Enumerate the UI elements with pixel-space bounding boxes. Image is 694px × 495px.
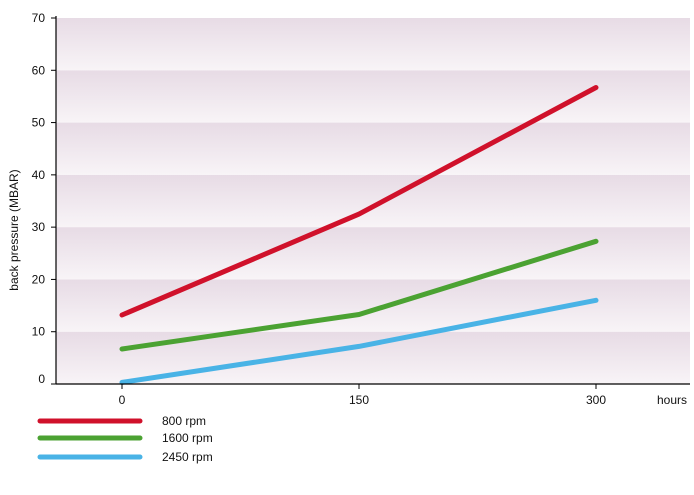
plot-background (56, 18, 690, 384)
y-tick-label: 0 (38, 372, 45, 386)
axes (55, 16, 690, 385)
x-axis-ticks: 0 150 300 (119, 384, 606, 407)
y-tick-label: 20 (32, 272, 46, 286)
x-tick-label: 300 (586, 393, 606, 407)
grid-band (56, 227, 690, 280)
x-axis-label: hours (657, 393, 687, 407)
grid-band (56, 174, 690, 228)
y-tick-label: 40 (32, 168, 46, 182)
series-line (119, 238, 599, 352)
y-axis-ticks: 0 10 20 30 40 50 60 70 (32, 11, 56, 386)
grid-band (56, 70, 690, 123)
legend-label: 1600 rpm (162, 431, 213, 445)
legend-label: 800 rpm (162, 414, 206, 428)
y-axis-label: back pressure (MBAR) (7, 169, 21, 290)
legend: 800 rpm 1600 rpm 2450 rpm (37, 414, 213, 464)
y-tick-label: 10 (32, 325, 46, 339)
y-tick-label: 70 (32, 11, 46, 25)
y-tick-label: 30 (32, 220, 46, 234)
grid-band (56, 279, 690, 332)
series-line (119, 85, 599, 318)
y-tick-label: 60 (32, 63, 46, 77)
grid-band (56, 122, 690, 175)
series-line (119, 297, 599, 385)
x-tick-label: 0 (119, 393, 126, 407)
grid-band (56, 18, 690, 71)
legend-label: 2450 rpm (162, 450, 213, 464)
x-tick-label: 150 (349, 393, 369, 407)
y-tick-label: 50 (32, 116, 46, 130)
series-lines (119, 85, 599, 385)
